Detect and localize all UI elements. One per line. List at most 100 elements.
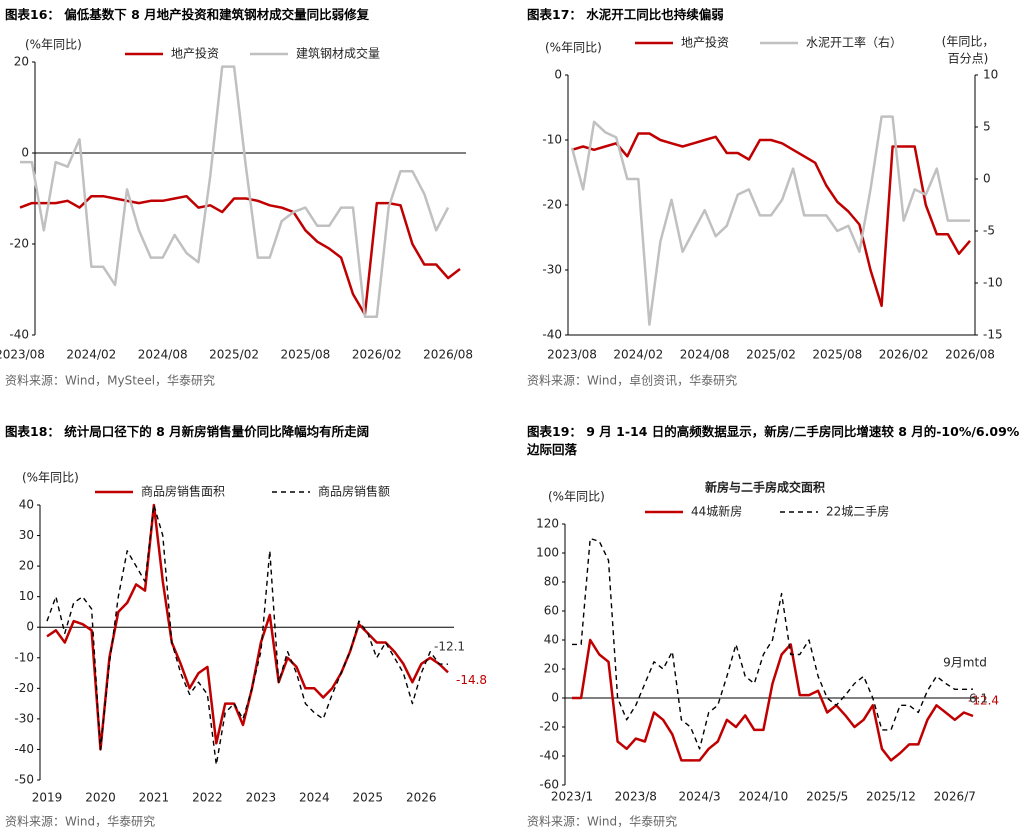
y-tick-label: 80 xyxy=(544,575,559,589)
y-tick-label: -30 xyxy=(542,263,562,277)
source: 资料来源：Wind，卓创资讯，华泰研究 xyxy=(527,373,737,388)
x-tick-label: 2025/02 xyxy=(746,348,796,362)
end-value-label: 6.1 xyxy=(969,692,988,706)
y-tick-label: 120 xyxy=(536,517,559,531)
series-line xyxy=(571,132,971,308)
y-tick-label: 40 xyxy=(19,498,34,512)
x-tick-label: 2025/12 xyxy=(866,790,916,804)
y2-tick-label: -5 xyxy=(983,224,995,238)
x-tick-label: 2020 xyxy=(85,791,116,805)
chart-title: 图表18： 统计局口径下的 8 月新房销售量价同比降幅均有所走阔 xyxy=(5,424,370,439)
x-tick-label: 2023/08 xyxy=(0,348,45,362)
x-tick-label: 2026/02 xyxy=(352,348,402,362)
x-tick-label: 2023/8 xyxy=(615,790,657,804)
chart-title: 图表16： 偏低基数下 8 月地产投资和建筑钢材成交量同比弱修复 xyxy=(5,7,370,22)
x-tick-label: 2026 xyxy=(406,791,437,805)
x-tick-label: 2019 xyxy=(32,791,63,805)
legend-label: 商品房销售面积 xyxy=(141,484,225,499)
source: 资料来源：Wind，MySteel，华泰研究 xyxy=(5,373,215,388)
y-tick-label: -50 xyxy=(14,773,34,787)
legend-label: 水泥开工率（右） xyxy=(806,35,902,50)
x-tick-label: 2024/02 xyxy=(66,348,116,362)
y-tick-label: 0 xyxy=(21,146,29,160)
y2-axis-label: 百分点) xyxy=(948,52,989,66)
x-tick-label: 2026/08 xyxy=(423,348,473,362)
y2-axis-label: (年同比， xyxy=(942,35,995,49)
x-tick-label: 2026/08 xyxy=(945,348,995,362)
y-axis-label: (%年同比) xyxy=(25,38,82,52)
y2-tick-label: -15 xyxy=(983,328,1003,342)
series-line xyxy=(570,115,970,326)
source: 资料来源：Wind，华泰研究 xyxy=(527,814,677,829)
end-value-label: -14.8 xyxy=(456,673,487,687)
series-line xyxy=(19,194,461,316)
y-tick-label: -40 xyxy=(539,749,559,763)
legend-label: 地产投资 xyxy=(171,46,219,61)
chart-title: 图表17： 水泥开工同比也持续偏弱 xyxy=(527,7,724,22)
x-tick-label: 2023/1 xyxy=(551,790,593,804)
series-line xyxy=(46,504,449,766)
end-value-label: -12.1 xyxy=(434,640,465,654)
x-tick-label: 2025/08 xyxy=(812,348,862,362)
y-axis-label: (%年同比) xyxy=(548,490,605,504)
y-tick-label: -40 xyxy=(14,742,34,756)
y-tick-label: -10 xyxy=(542,133,562,147)
y-tick-label: 20 xyxy=(14,55,29,69)
x-tick-label: 2023 xyxy=(246,791,277,805)
y-tick-label: -20 xyxy=(542,198,562,212)
x-tick-label: 2025/08 xyxy=(280,348,330,362)
x-tick-label: 2022 xyxy=(192,791,223,805)
series-line xyxy=(572,537,974,750)
x-tick-label: 2025/02 xyxy=(209,348,259,362)
legend-label: 建筑钢材成交量 xyxy=(296,46,380,61)
y2-tick-label: 10 xyxy=(983,68,998,82)
legend-label: 商品房销售额 xyxy=(318,484,390,499)
y-tick-label: 0 xyxy=(26,620,34,634)
x-tick-label: 2024/02 xyxy=(613,348,663,362)
y-tick-label: 0 xyxy=(554,68,562,82)
y-tick-label: -40 xyxy=(9,328,29,342)
chart-subtitle: 新房与二手房成交面积 xyxy=(705,480,825,495)
y2-tick-label: 0 xyxy=(983,172,991,186)
y-tick-label: 0 xyxy=(551,691,559,705)
x-tick-label: 2025 xyxy=(353,791,384,805)
legend-label: 22城二手房 xyxy=(826,504,889,519)
y-tick-label: 20 xyxy=(544,662,559,676)
y2-tick-label: -10 xyxy=(983,276,1003,290)
series-line xyxy=(46,503,449,751)
x-tick-label: 2024/10 xyxy=(738,790,788,804)
y-tick-label: 100 xyxy=(536,546,559,560)
x-tick-label: 2026/7 xyxy=(934,790,976,804)
x-tick-label: 2024/08 xyxy=(680,348,730,362)
y2-tick-label: 5 xyxy=(983,120,991,134)
x-tick-label: 2026/02 xyxy=(879,348,929,362)
x-tick-label: 2021 xyxy=(139,791,170,805)
legend-label: 地产投资 xyxy=(681,35,729,50)
y-tick-label: -60 xyxy=(539,778,559,792)
x-tick-label: 2024 xyxy=(299,791,330,805)
y-axis-label: (%年同比) xyxy=(22,471,79,485)
source: 资料来源：Wind，华泰研究 xyxy=(5,814,155,829)
chart-title: 图表19： 9 月 1-14 日的高频数据显示，新房/二手房同比增速较 8 月的… xyxy=(527,424,1020,457)
y-tick-label: -40 xyxy=(542,328,562,342)
y-tick-label: 10 xyxy=(19,589,34,603)
x-tick-label: 2025/5 xyxy=(806,790,848,804)
y-tick-label: -30 xyxy=(14,711,34,725)
x-tick-label: 2024/3 xyxy=(678,790,720,804)
y-tick-label: 20 xyxy=(19,559,34,573)
legend-label: 44城新房 xyxy=(691,504,742,519)
x-tick-label: 2023/08 xyxy=(547,348,597,362)
x-tick-label: 2024/08 xyxy=(138,348,188,362)
y-tick-label: 60 xyxy=(544,604,559,618)
y-tick-label: -10 xyxy=(14,650,34,664)
series-line xyxy=(20,65,450,319)
y-tick-label: -20 xyxy=(14,681,34,695)
y-tick-label: 30 xyxy=(19,528,34,542)
y-tick-label: -20 xyxy=(539,720,559,734)
y-axis-label: (%年同比) xyxy=(545,41,602,55)
end-value-label: -12.4 xyxy=(968,693,999,707)
y-tick-label: -20 xyxy=(9,237,29,251)
annotation: 9月mtd xyxy=(943,656,987,670)
